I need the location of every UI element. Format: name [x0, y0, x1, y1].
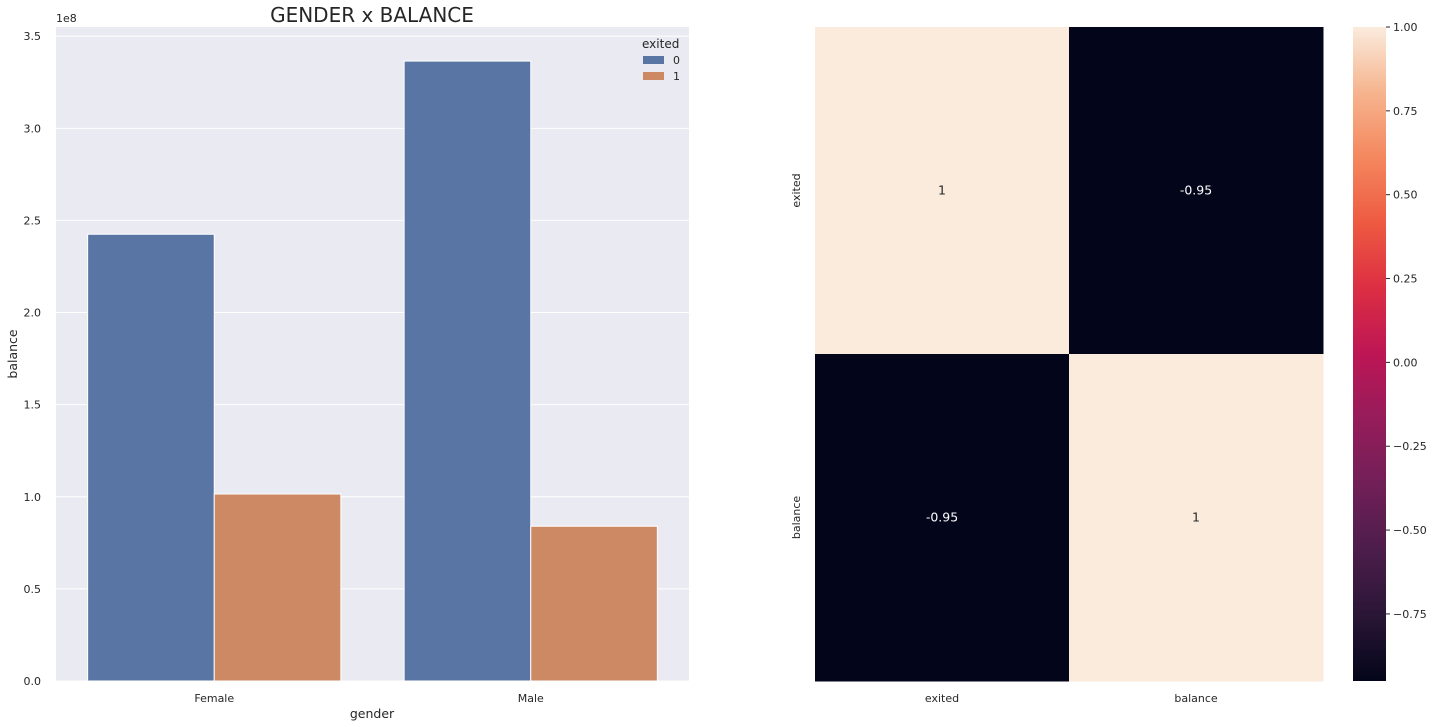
- legend-swatch-0: [643, 56, 664, 64]
- bar-chart-y-ticks: 0.0 0.5 1.0 1.5 2.0 2.5 3.0 3.5: [24, 30, 42, 688]
- bar-female-exited-0: [87, 233, 215, 682]
- heatmap-x-label: balance: [1174, 692, 1218, 705]
- heatmap-annotation: -0.95: [1180, 183, 1212, 198]
- bar-chart-y-offset: 1e8: [56, 12, 77, 25]
- colorbar-tick-label: −0.25: [1393, 440, 1427, 453]
- heatmap-annotation: -0.95: [926, 510, 958, 525]
- bar-chart: 0.0 0.5 1.0 1.5 2.0 2.5 3.0 3.5 Female Male GEND…: [5, 3, 689, 721]
- x-tick-label: Male: [518, 692, 544, 705]
- heatmap-annotations: 1 -0.95 -0.95 1: [926, 183, 1212, 525]
- heatmap-y-label: exited: [790, 173, 803, 207]
- colorbar-tick-label: 0.50: [1393, 189, 1418, 202]
- y-tick-label: 1.0: [24, 491, 42, 504]
- bar-female-exited-1: [213, 493, 342, 682]
- legend-title: exited: [642, 37, 679, 51]
- legend-label-1: 1: [673, 70, 680, 83]
- legend-swatch-1: [643, 72, 664, 80]
- colorbar-gradient: [1353, 27, 1386, 681]
- bar-chart-y-label: balance: [5, 329, 20, 379]
- bar-chart-x-label: gender: [350, 706, 395, 721]
- y-tick-label: 1.5: [24, 399, 42, 412]
- bar-chart-legend: exited 0 1: [642, 37, 680, 83]
- colorbar-tick-label: 1.00: [1393, 21, 1418, 34]
- y-tick-label: 0.5: [24, 583, 42, 596]
- bar-male-exited-0: [403, 60, 532, 682]
- bar-male-exited-1: [530, 525, 658, 682]
- heatmap-cell-balance-balance: [1069, 354, 1324, 682]
- y-tick-label: 2.5: [24, 214, 42, 227]
- colorbar-tick-label: 0.00: [1393, 356, 1418, 369]
- bar-chart-x-ticks: Female Male: [194, 692, 544, 705]
- heatmap-x-labels: exited balance: [925, 692, 1218, 705]
- y-tick-label: 3.0: [24, 122, 42, 135]
- heatmap-y-labels: exited balance: [790, 173, 803, 539]
- heatmap-cell-exited-balance: [1069, 27, 1324, 355]
- colorbar-tick-label: 0.25: [1393, 273, 1418, 286]
- heatmap-annotation: 1: [938, 183, 946, 198]
- heatmap-y-label: balance: [790, 496, 803, 540]
- heatmap-annotation: 1: [1192, 510, 1200, 525]
- y-tick-label: 2.0: [24, 307, 42, 320]
- bar-chart-bars: [87, 60, 658, 682]
- heatmap-x-label: exited: [925, 692, 959, 705]
- x-tick-label: Female: [194, 692, 234, 705]
- heatmap-cell-exited-exited: [815, 27, 1070, 355]
- legend-label-0: 0: [673, 54, 680, 67]
- colorbar-ticks: 1.00 0.75 0.50 0.25 0.00 −0.25 −0.50 −0.75: [1386, 21, 1427, 621]
- bar-chart-title: GENDER x BALANCE: [270, 3, 474, 27]
- colorbar-tick-label: 0.75: [1393, 105, 1418, 118]
- heatmap-cells: [815, 27, 1324, 682]
- colorbar-tick-label: −0.75: [1393, 608, 1427, 621]
- y-tick-label: 0.0: [24, 675, 42, 688]
- y-tick-label: 3.5: [24, 30, 42, 43]
- heatmap-colorbar: 1.00 0.75 0.50 0.25 0.00 −0.25 −0.50 −0.75: [1353, 21, 1427, 681]
- heatmap-chart: 1 -0.95 -0.95 1 exited balance exited balance…: [790, 21, 1427, 705]
- heatmap-cell-balance-exited: [815, 354, 1070, 682]
- colorbar-tick-label: −0.50: [1393, 524, 1427, 537]
